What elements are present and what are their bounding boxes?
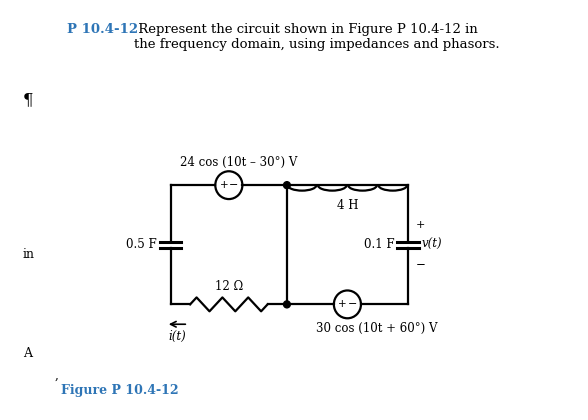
Text: Represent the circuit shown in Figure P 10.4-12 in
the frequency domain, using i: Represent the circuit shown in Figure P … xyxy=(134,23,500,51)
Text: 0.5 F: 0.5 F xyxy=(126,238,157,251)
Text: +: + xyxy=(220,180,228,190)
Text: 24 cos (10t – 30°) V: 24 cos (10t – 30°) V xyxy=(180,156,297,169)
Text: −: − xyxy=(348,299,357,310)
Text: i(t): i(t) xyxy=(168,330,186,343)
Text: ¶: ¶ xyxy=(23,91,33,108)
Text: +: + xyxy=(338,299,347,310)
Text: Figure P 10.4-12: Figure P 10.4-12 xyxy=(61,384,179,397)
Text: +: + xyxy=(416,220,425,230)
Circle shape xyxy=(283,301,290,308)
Circle shape xyxy=(283,182,290,189)
Text: ,: , xyxy=(55,369,58,382)
Text: 30 cos (10t + 60°) V: 30 cos (10t + 60°) V xyxy=(316,322,437,335)
Text: in: in xyxy=(23,248,35,261)
Text: 4 H: 4 H xyxy=(337,199,358,212)
Text: −: − xyxy=(229,180,238,190)
Text: 12 Ω: 12 Ω xyxy=(215,281,243,294)
Text: A: A xyxy=(23,347,32,360)
Text: P 10.4-12: P 10.4-12 xyxy=(67,23,138,36)
Text: −: − xyxy=(416,258,426,271)
Text: v(t): v(t) xyxy=(422,238,442,251)
Text: 0.1 F: 0.1 F xyxy=(364,238,395,251)
